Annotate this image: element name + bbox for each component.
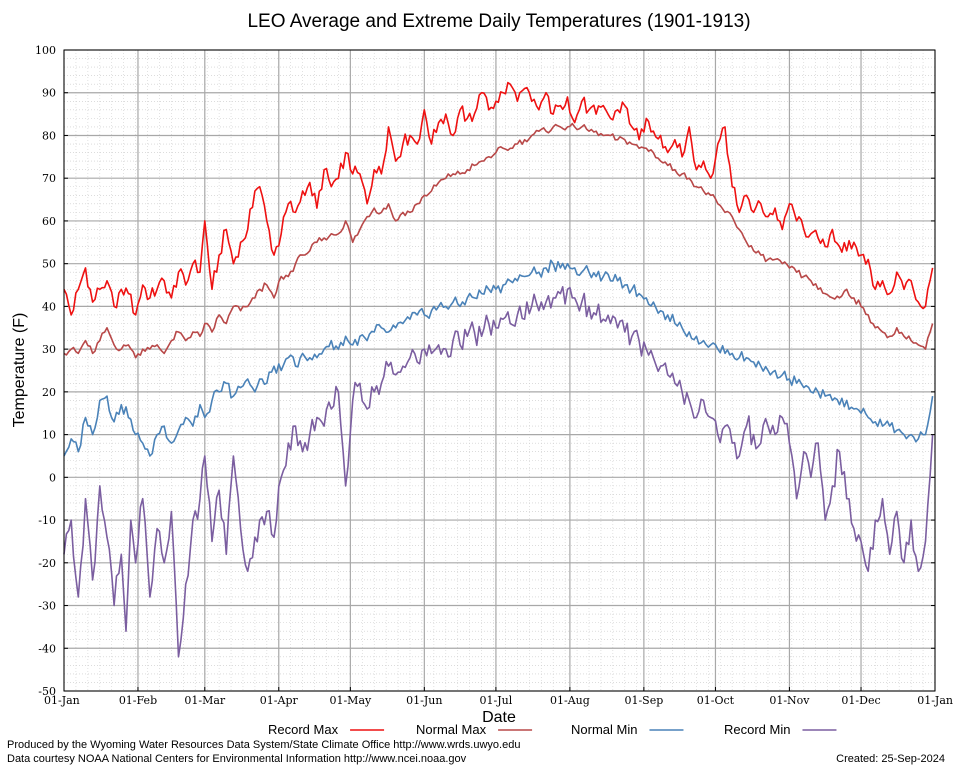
y-tick-label: 70 [42,172,56,185]
y-tick-label: -20 [38,557,56,570]
x-tick-label: 01-Jul [480,694,513,707]
x-tick-label: 01-Aug [550,694,590,707]
y-tick-label: -50 [38,685,56,698]
series-line-record-min [63,286,934,658]
y-tick-label: 10 [42,429,56,442]
y-tick-label: 90 [42,87,56,100]
x-tick-label: 01-Sep [624,694,663,707]
y-tick-label: -40 [38,642,56,655]
legend-label-record-max: Record Max [268,722,339,737]
series-lines [63,81,934,658]
series-line-record-max [63,81,934,316]
x-tick-label: 01-Apr [260,694,299,707]
y-tick-label: 80 [42,129,56,142]
series-line-normal-min [63,259,934,457]
x-tick-label: 01-Mar [184,694,226,707]
x-tick-label: 01-May [329,694,372,707]
x-axis-ticks: 01-Jan 01-Feb 01-Mar 01-Apr 01-May 01-Jun 01-J… [44,687,953,707]
series-line-normal-max [63,122,934,359]
y-tick-label: 50 [42,258,56,271]
y-tick-label: 30 [42,343,56,356]
y-tick-label: 40 [42,300,56,313]
y-tick-label: -10 [38,514,56,527]
legend: Record Max Normal Max Normal Min Record Min [268,722,837,737]
x-tick-label: 01-Jan [917,694,953,707]
y-axis-ticks: -50 -40 -30 -20 -10 0 10 20 30 40 50 60 70 80 90 100 [35,44,935,698]
y-axis-label: Temperature (F) [11,313,28,428]
x-tick-label: 01-Feb [119,694,157,707]
y-tick-label: 60 [42,215,56,228]
plot-frame [63,49,936,692]
x-tick-label: 01-Nov [769,694,810,707]
footer-credit-line2: Data courtesy NOAA National Centers for … [7,753,467,765]
footer-created-date: Created: 25-Sep-2024 [836,753,945,765]
chart-title: LEO Average and Extreme Daily Temperatur… [247,11,750,32]
legend-label-normal-max: Normal Max [416,722,487,737]
y-tick-label: 100 [35,44,56,57]
footer-credit-line1: Produced by the Wyoming Water Resources … [7,739,520,751]
x-tick-label: 01-Jan [44,694,80,707]
y-tick-label: 0 [49,471,56,484]
legend-label-record-min: Record Min [724,722,790,737]
x-tick-label: 01-Oct [697,694,735,707]
y-tick-label: 20 [42,386,56,399]
x-tick-label: 01-Jun [406,694,442,707]
x-axis-label: Date [482,709,516,726]
y-tick-label: -30 [38,600,56,613]
legend-label-normal-min: Normal Min [571,722,637,737]
x-tick-label: 01-Dec [841,694,880,707]
